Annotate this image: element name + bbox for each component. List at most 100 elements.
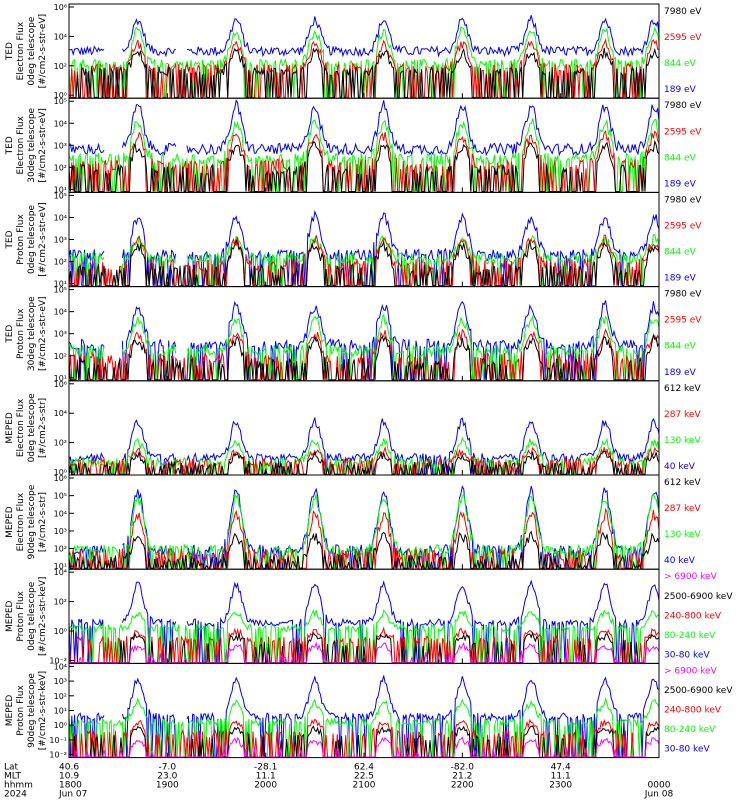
x-tick-label: 1800 (59, 781, 82, 791)
y-axis-label: TED (5, 325, 15, 344)
y-tick-label: 10⁴ (54, 509, 67, 518)
y-axis-label: [#/cm2-s-str] (38, 492, 48, 552)
y-tick-label: 10⁵ (54, 286, 67, 295)
y-tick-label: 10⁵ (54, 492, 67, 501)
y-tick-label: 10¹ (54, 374, 67, 383)
y-axis-label: 30deg telescope (27, 107, 37, 182)
y-axis-label: MEPED (5, 600, 15, 632)
series-line-189-ev (69, 15, 659, 58)
y-tick-label: 10² (54, 598, 67, 607)
x-tick-label: 40.6 (59, 763, 79, 773)
y-axis-label: TED (5, 136, 15, 155)
y-axis-label: [#/cm2-s-str-eV] (38, 202, 48, 277)
y-axis-label: [#/cm2-s-str-eV] (38, 14, 48, 89)
legend-entry: 30-80 keV (664, 745, 710, 755)
y-axis-label: 0deg telescope (27, 581, 37, 651)
y-tick-label: 10² (54, 692, 67, 701)
x-tick-label: -28.1 (254, 763, 277, 773)
y-tick-label: 10⁴ (54, 568, 67, 577)
x-tick-label: 22.5 (354, 772, 374, 782)
panel-5: 10⁰ 10² 10⁴ 10⁶ MEPED Electron Flux 0deg teles… (5, 380, 701, 477)
y-axis-label: TED (5, 42, 15, 61)
y-axis-label: [#/cm2-s-str-keV] (38, 577, 48, 656)
plot-frame (68, 3, 660, 99)
y-tick-label: 10³ (54, 141, 67, 150)
y-tick-label: 10³ (54, 236, 67, 245)
y-axis-label: Electron Flux (16, 115, 26, 174)
y-axis-label: Proton Flux (16, 685, 26, 736)
legend-entry: 7980 eV (664, 195, 702, 205)
x-axis-row-label: MLT (4, 772, 22, 782)
panel-6: 10¹ 10² 10³ 10⁴ 10⁵ 10⁶ MEPED Electron Flux 90de… (5, 474, 701, 571)
y-tick-label: 10¹ (54, 562, 67, 571)
panel-2: 10¹ 10² 10³ 10⁴ 10⁵ TED Electron Flux 30deg tel… (5, 97, 702, 194)
y-axis-label: MEPED (5, 412, 15, 444)
x-tick-label: -7.0 (159, 763, 177, 773)
y-axis-label: 0deg telescope (27, 205, 37, 275)
y-axis-label: 0deg telescope (27, 16, 37, 86)
y-axis-label: Electron Flux (16, 492, 26, 551)
y-tick-label: 10⁶ (54, 380, 67, 389)
y-tick-label: 10⁻² (49, 656, 67, 665)
x-tick-label: Jun 08 (644, 790, 674, 800)
x-tick-label: Jun 07 (58, 790, 87, 800)
x-tick-label: 11.1 (256, 772, 276, 782)
legend-entry: 2595 eV (664, 33, 702, 43)
legend-entry: 844 eV (664, 153, 697, 163)
y-tick-label: 10³ (54, 677, 67, 686)
y-axis-label: 30deg telescope (27, 296, 37, 371)
legend-entry: 287 keV (664, 410, 701, 420)
legend-entry: 130 keV (664, 530, 701, 540)
legend-entry: 2595 eV (664, 221, 702, 231)
y-tick-label: 10³ (54, 330, 67, 339)
y-tick-label: 10⁰ (54, 91, 67, 100)
x-tick-label: 2200 (451, 781, 474, 791)
legend-entry: 2500-6900 keV (664, 686, 733, 696)
legend-entry: 240-800 keV (664, 706, 722, 716)
legend-entry: 2595 eV (664, 127, 702, 137)
y-tick-label: 10⁴ (54, 119, 67, 128)
y-axis-label: [#/cm2-s-str-eV] (38, 108, 48, 183)
y-tick-label: 10² (54, 62, 67, 71)
series-line-30-80-kev (69, 675, 659, 758)
legend-entry: 80-240 keV (664, 725, 716, 735)
series-line-40-kev (69, 417, 659, 475)
x-tick-label: 10.9 (59, 772, 79, 782)
y-tick-label: 10² (54, 352, 67, 361)
legend-entry: > 6900 keV (664, 572, 718, 582)
x-tick-label: 62.4 (354, 763, 374, 773)
legend-entry: 2500-6900 keV (664, 592, 733, 602)
y-tick-label: 10² (54, 545, 67, 554)
x-tick-label: 11.1 (551, 772, 571, 782)
x-tick-label: 0000 (648, 781, 671, 791)
y-tick-label: 10⁻¹ (49, 736, 67, 745)
panel-7: 10⁻² 10⁰ 10² 10⁴ MEPED Proton Flux 0deg telesc… (5, 568, 733, 665)
series-line-40-kev (69, 485, 659, 569)
y-axis-label: MEPED (5, 506, 15, 538)
legend-entry: > 6900 keV (664, 666, 718, 676)
y-tick-label: 10² (54, 258, 67, 267)
x-tick-label: 2000 (254, 781, 277, 791)
legend-entry: 7980 eV (664, 101, 702, 111)
y-axis-label: Electron Flux (16, 398, 26, 457)
legend-entry: 189 eV (664, 179, 697, 189)
legend-entry: 189 eV (664, 85, 697, 95)
panel-3: 10¹ 10² 10³ 10⁴ 10⁵ TED Proton Flux 0deg telesc… (5, 191, 702, 288)
legend-entry: 130 keV (664, 436, 701, 446)
y-axis-label: TED (5, 230, 15, 249)
series-line-2595-ev (69, 38, 659, 98)
panel-4: 10¹ 10² 10³ 10⁴ 10⁵ TED Proton Flux 30deg teles… (5, 286, 702, 383)
y-tick-label: 10⁰ (54, 721, 67, 730)
legend-entry: 844 eV (664, 248, 697, 258)
legend-entry: 612 keV (664, 478, 701, 488)
panel-1: 10⁰ 10² 10⁴ 10⁶ TED Electron Flux 0deg telesco… (5, 3, 702, 100)
legend-entry: 40 keV (664, 556, 696, 566)
y-tick-label: 10¹ (54, 185, 67, 194)
y-tick-label: 10⁵ (54, 97, 67, 106)
panel-8: 10⁻² 10⁻¹ 10⁰ 10¹ 10² 10³ 10⁴ MEPED Proton Flux 9… (5, 662, 733, 759)
legend-entry: 7980 eV (664, 290, 702, 300)
series-line-130-kev (69, 492, 659, 569)
legend-entry: 189 eV (664, 274, 697, 284)
